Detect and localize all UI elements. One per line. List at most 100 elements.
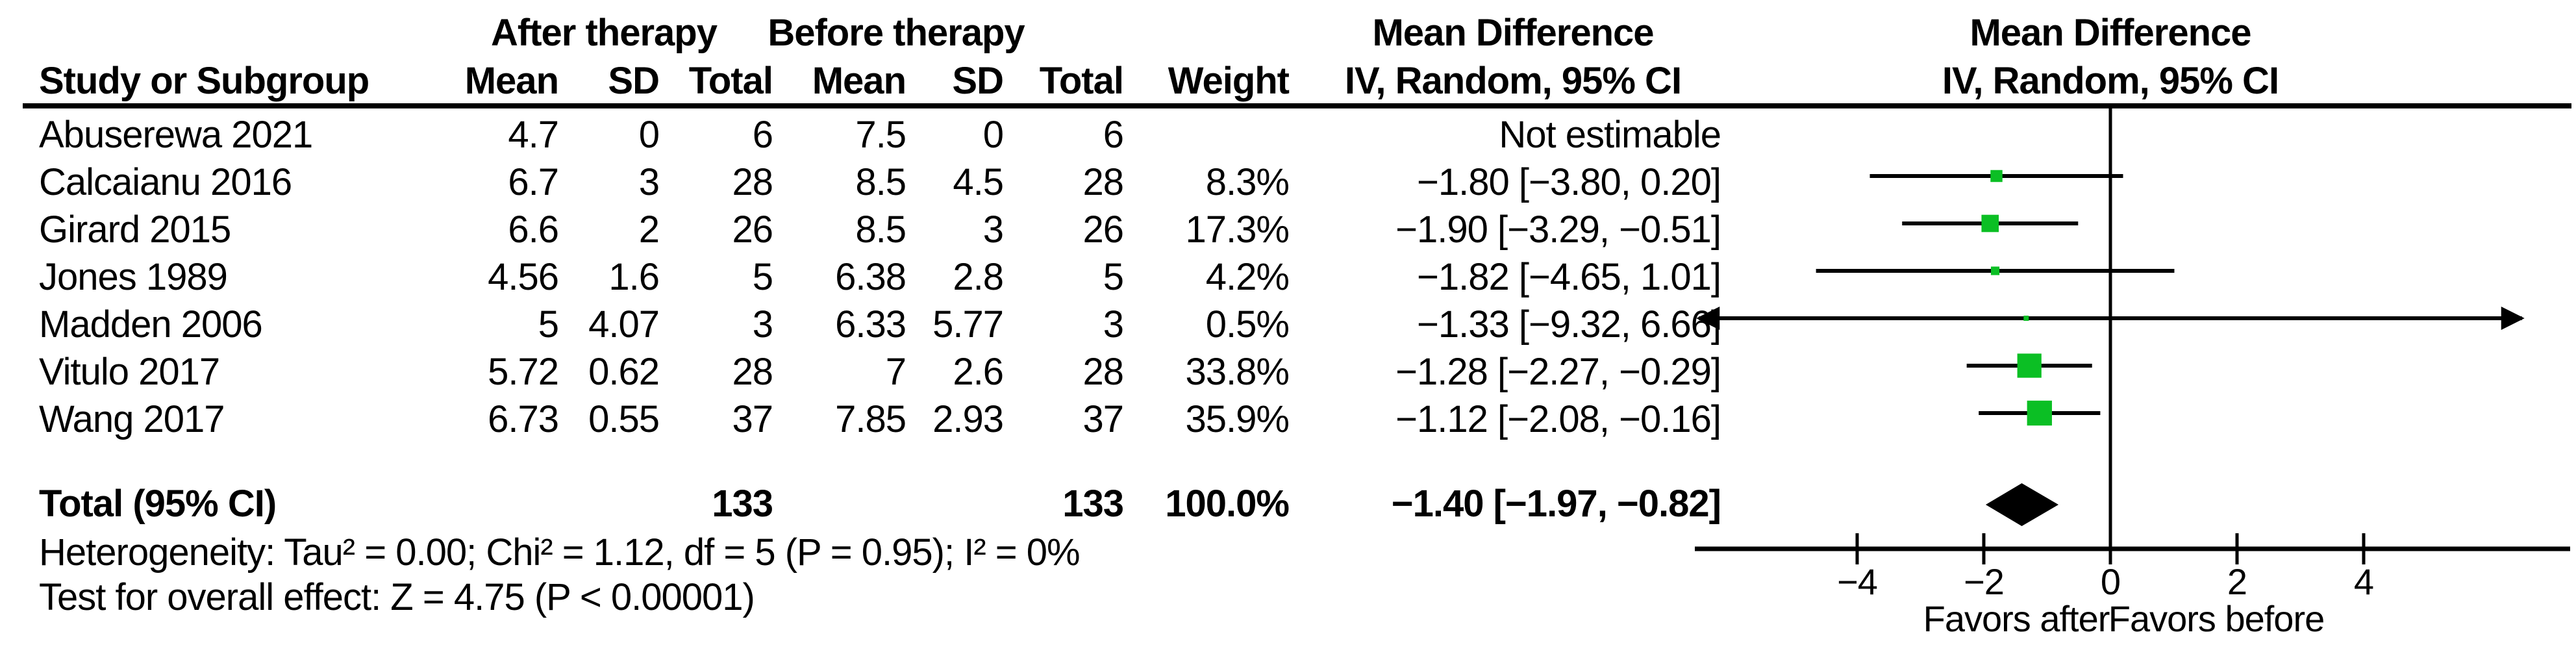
cell-weight: 33.8% — [1185, 351, 1290, 394]
overall-diamond — [1985, 483, 2059, 526]
cell-mean-before: 7.5 — [855, 114, 907, 157]
cell-total-after: 28 — [732, 161, 773, 204]
before-therapy-group-header: Before therapy — [768, 12, 1025, 55]
cell-mean-before: 6.33 — [835, 303, 907, 346]
cell-effect-ci: Not estimable — [1499, 114, 1721, 157]
cell-sd-before: 2.6 — [953, 351, 1004, 394]
cell-mean-after: 5.72 — [488, 351, 559, 394]
cell-mean-before: 8.5 — [855, 161, 907, 204]
cell-mean-before: 7.85 — [835, 398, 907, 441]
col-header-study: Study or Subgroup — [39, 60, 369, 103]
zero-line — [2108, 108, 2112, 549]
cell-effect-ci: −1.33 [−9.32, 6.66] — [1417, 303, 1721, 346]
ci-arrow-left — [1696, 307, 1720, 330]
col-header-mean-before: Mean — [812, 60, 907, 103]
cell-mean-after: 4.56 — [488, 256, 559, 299]
cell-study: Abuserewa 2021 — [39, 114, 313, 157]
x-axis-tick — [2108, 533, 2112, 564]
cell-weight: 8.3% — [1205, 161, 1290, 204]
cell-total-after: 6 — [752, 114, 773, 157]
col-header-mean-after: Mean — [464, 60, 559, 103]
cell-total-before: 37 — [1082, 398, 1124, 441]
cell-sd-after: 3 — [638, 161, 660, 204]
col-header-sd-before: SD — [952, 60, 1004, 103]
cell-sd-after: 1.6 — [608, 256, 660, 299]
header-rule — [23, 103, 2571, 108]
cell-study: Girard 2015 — [39, 208, 231, 251]
cell-total-before: 6 — [1103, 114, 1124, 157]
effect-square — [2023, 316, 2029, 321]
cell-sd-after: 2 — [638, 208, 660, 251]
cell-weight: 4.2% — [1205, 256, 1290, 299]
col-header-md-ci: IV, Random, 95% CI — [1344, 60, 1682, 103]
cell-total-before: 28 — [1082, 351, 1124, 394]
cell-sd-before: 5.77 — [932, 303, 1004, 346]
total-row-n-after: 133 — [712, 483, 773, 525]
favors-right-label: Favors before — [2108, 598, 2325, 639]
cell-effect-ci: −1.82 [−4.65, 1.01] — [1417, 256, 1721, 299]
cell-study: Wang 2017 — [39, 398, 225, 441]
after-therapy-group-header: After therapy — [491, 12, 718, 55]
total-row-weight: 100.0% — [1165, 483, 1290, 525]
ci-arrow-right — [2501, 307, 2525, 330]
cell-mean-after: 6.6 — [508, 208, 559, 251]
cell-effect-ci: −1.80 [−3.80, 0.20] — [1417, 161, 1721, 204]
x-axis-tick — [1982, 533, 1986, 564]
cell-sd-before: 4.5 — [953, 161, 1004, 204]
overall-effect-test: Test for overall effect: Z = 4.75 (P < 0… — [39, 576, 755, 619]
cell-study: Madden 2006 — [39, 303, 263, 346]
cell-total-after: 3 — [752, 303, 773, 346]
cell-sd-after: 4.07 — [588, 303, 660, 346]
cell-sd-after: 0.62 — [588, 351, 660, 394]
cell-weight: 35.9% — [1185, 398, 1290, 441]
cell-study: Vitulo 2017 — [39, 351, 220, 394]
x-axis-tick-label: 2 — [2227, 561, 2247, 602]
total-row-effect-ci: −1.40 [−1.97, −0.82] — [1391, 483, 1721, 525]
cell-study: Jones 1989 — [39, 256, 228, 299]
cell-total-before: 3 — [1103, 303, 1124, 346]
cell-effect-ci: −1.90 [−3.29, −0.51] — [1395, 208, 1721, 251]
cell-total-after: 28 — [732, 351, 773, 394]
favors-left-label: Favors after — [1923, 598, 2110, 639]
md-stat-column-title: Mean Difference — [1372, 12, 1654, 55]
col-header-total-before: Total — [1039, 60, 1124, 103]
cell-effect-ci: −1.12 [−2.08, −0.16] — [1395, 398, 1721, 441]
cell-mean-before: 7 — [885, 351, 907, 394]
cell-total-before: 26 — [1082, 208, 1124, 251]
cell-effect-ci: −1.28 [−2.27, −0.29] — [1395, 351, 1721, 394]
cell-sd-before: 3 — [982, 208, 1004, 251]
cell-study: Calcaianu 2016 — [39, 161, 292, 204]
cell-total-before: 28 — [1082, 161, 1124, 204]
md-plot-column-title: Mean Difference — [1970, 12, 2251, 55]
cell-sd-before: 2.8 — [953, 256, 1004, 299]
cell-sd-after: 0 — [638, 114, 660, 157]
cell-mean-after: 5 — [538, 303, 559, 346]
heterogeneity-stats: Heterogeneity: Tau² = 0.00; Chi² = 1.12,… — [39, 531, 1081, 574]
x-axis-tick-label: −2 — [1964, 561, 2004, 602]
cell-mean-after: 6.73 — [488, 398, 559, 441]
effect-square — [1981, 214, 1999, 233]
x-axis-tick — [2362, 533, 2366, 564]
cell-mean-before: 8.5 — [855, 208, 907, 251]
col-header-total-after: Total — [688, 60, 773, 103]
cell-sd-before: 0 — [982, 114, 1004, 157]
plot-header-md-ci: IV, Random, 95% CI — [1942, 60, 2279, 103]
x-axis-tick-label: 0 — [2101, 561, 2120, 602]
cell-mean-after: 4.7 — [508, 114, 559, 157]
cell-total-after: 26 — [732, 208, 773, 251]
x-axis — [1695, 546, 2570, 551]
col-header-weight: Weight — [1168, 60, 1290, 103]
x-axis-tick-label: 4 — [2354, 561, 2373, 602]
total-row-n-before: 133 — [1062, 483, 1124, 525]
col-header-sd-after: SD — [608, 60, 660, 103]
total-row-label: Total (95% CI) — [39, 483, 277, 525]
x-axis-tick — [1855, 533, 1859, 564]
effect-square — [2027, 400, 2052, 426]
effect-square — [1990, 266, 2000, 275]
cell-total-after: 37 — [732, 398, 773, 441]
cell-sd-after: 0.55 — [588, 398, 660, 441]
cell-weight: 17.3% — [1185, 208, 1290, 251]
cell-sd-before: 2.93 — [932, 398, 1004, 441]
